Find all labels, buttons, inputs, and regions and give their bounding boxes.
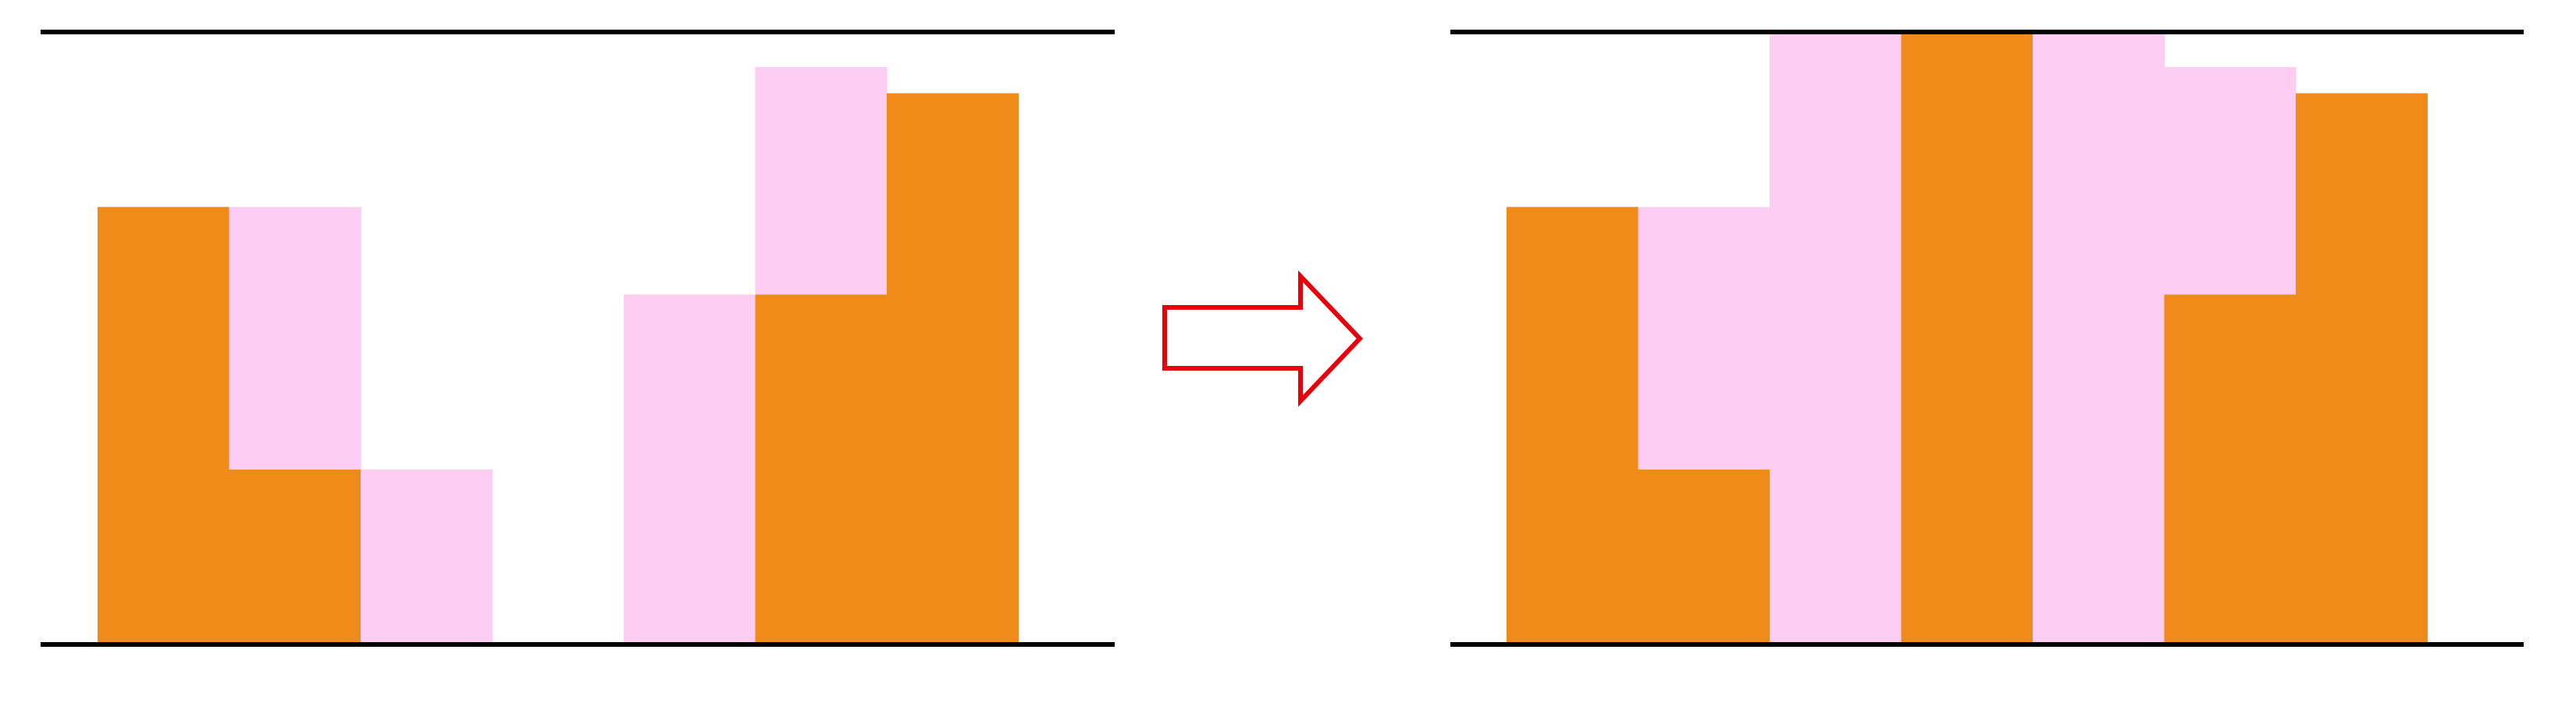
solid-bar [887,93,1019,644]
before-panel [41,30,1115,647]
water-fill [229,207,361,470]
after-panel [1450,30,2524,647]
right-arrow-outline-icon [1162,270,1364,407]
solid-bar [755,294,888,644]
water-fill [2033,32,2165,644]
water-fill [624,294,756,644]
transition-arrow [1162,270,1364,407]
water-fill [755,66,888,295]
solid-bar [2164,294,2297,644]
solid-bar [1507,207,1639,644]
solid-bar [229,469,361,644]
water-fill [2164,66,2297,295]
water-fill [1638,207,1770,470]
solid-bar [98,207,230,644]
solid-bar [1638,469,1770,644]
solid-bar [2296,93,2428,644]
water-fill [361,469,493,644]
solid-bar [1901,32,2033,644]
water-fill [1770,32,1902,644]
